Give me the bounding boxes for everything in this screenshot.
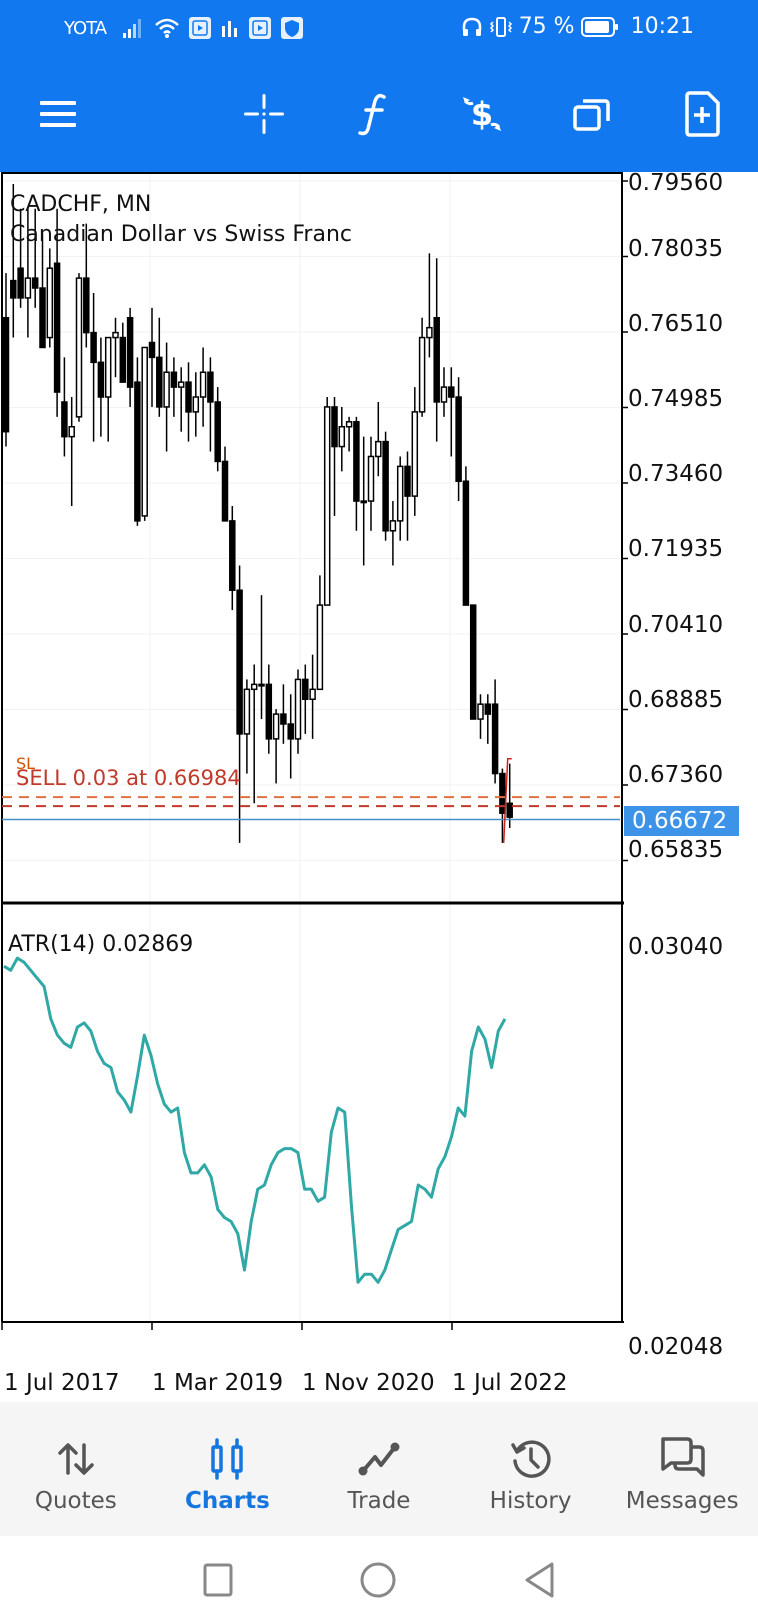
triangle-back-icon <box>525 1562 554 1598</box>
system-navigation <box>0 1536 758 1623</box>
crosshair-icon <box>244 94 284 134</box>
back-button[interactable] <box>518 1558 562 1602</box>
wifi-icon <box>155 18 179 38</box>
messages-icon <box>661 1437 705 1477</box>
home-button[interactable] <box>356 1558 400 1602</box>
function-icon <box>358 93 386 136</box>
price-chart[interactable] <box>0 172 758 1402</box>
date-axis-label: 1 Mar 2019 <box>152 1370 284 1396</box>
current-price-badge: 0.66672 <box>624 806 739 836</box>
order-label[interactable]: SELL 0.03 at 0.66984 <box>16 766 241 790</box>
nav-label: Quotes <box>34 1488 117 1514</box>
dollar-exchange-icon: $ <box>463 95 501 133</box>
nav-label: History <box>489 1488 572 1514</box>
windows-button[interactable] <box>562 84 622 144</box>
nav-trade[interactable]: Trade <box>303 1402 455 1536</box>
indicator-axis-label: 0.02048 <box>628 1334 724 1360</box>
indicators-button[interactable] <box>344 84 404 144</box>
bottom-navigation: Quotes Charts Trade History Messages <box>0 1402 758 1536</box>
circle-icon <box>360 1562 396 1598</box>
indicator-label[interactable]: ATR(14) 0.02869 <box>8 932 194 957</box>
chart-toolbar: $ <box>0 60 758 172</box>
status-bar: YOTA 75 % 10:21 <box>0 0 758 60</box>
date-axis-label: 1 Jul 2017 <box>4 1370 120 1396</box>
shield-icon <box>281 17 303 39</box>
battery-icon <box>580 16 618 37</box>
clock: 10:21 <box>630 14 694 39</box>
headphones-icon <box>462 17 481 36</box>
new-order-button[interactable] <box>672 84 732 144</box>
history-clock-icon <box>510 1440 551 1478</box>
price-axis-label: 0.67360 <box>628 762 724 788</box>
sl-label: SL <box>16 754 36 773</box>
menu-button[interactable] <box>28 84 88 144</box>
price-axis-label: 0.65835 <box>628 837 724 863</box>
battery-percent: 75 % <box>518 14 575 39</box>
price-axis-label: 0.79560 <box>628 170 724 196</box>
square-icon <box>203 1563 233 1597</box>
windows-icon <box>573 99 610 131</box>
candles-icon <box>211 1438 244 1480</box>
nav-charts[interactable]: Charts <box>152 1402 304 1536</box>
price-axis-label: 0.74985 <box>628 386 724 412</box>
price-axis-label: 0.68885 <box>628 687 724 713</box>
nav-quotes[interactable]: Quotes <box>0 1402 152 1536</box>
price-axis-label: 0.71935 <box>628 536 724 562</box>
indicator-axis-label: 0.03040 <box>628 934 724 960</box>
bars-icon <box>222 21 237 37</box>
signal-icon <box>123 19 141 38</box>
price-axis-label: 0.73460 <box>628 461 724 487</box>
symbol-timeframe: CADCHF, MN <box>10 192 152 217</box>
symbol-description: Canadian Dollar vs Swiss Franc <box>10 222 352 247</box>
trade-button[interactable]: $ <box>452 84 512 144</box>
nav-history[interactable]: History <box>455 1402 607 1536</box>
recents-button[interactable] <box>196 1558 240 1602</box>
media-icon <box>249 17 271 39</box>
status-icons-right: 75 % 10:21 <box>461 14 694 39</box>
svg-text:$: $ <box>471 95 493 133</box>
nav-label: Messages <box>625 1488 739 1514</box>
quotes-arrows-icon <box>58 1443 94 1475</box>
nav-messages[interactable]: Messages <box>606 1402 758 1536</box>
nav-label: Charts <box>184 1488 270 1514</box>
crosshair-button[interactable] <box>234 84 294 144</box>
status-icons-left <box>122 16 304 40</box>
trade-line-icon <box>358 1442 400 1476</box>
price-axis-label: 0.78035 <box>628 236 724 262</box>
date-axis-label: 1 Jul 2022 <box>452 1370 568 1396</box>
carrier-name: YOTA <box>64 18 107 39</box>
vibrate-icon <box>489 16 512 37</box>
chart-title: CADCHF, MN Canadian Dollar vs Swiss Fran… <box>10 190 352 250</box>
nav-label: Trade <box>347 1488 411 1514</box>
price-axis-label: 0.76510 <box>628 311 724 337</box>
price-axis-label: 0.70410 <box>628 612 724 638</box>
new-document-icon <box>685 91 720 137</box>
date-axis-label: 1 Nov 2020 <box>302 1370 435 1396</box>
media-icon <box>189 17 211 39</box>
hamburger-icon <box>40 101 76 127</box>
chart-area[interactable]: CADCHF, MN Canadian Dollar vs Swiss Fran… <box>0 170 758 1402</box>
